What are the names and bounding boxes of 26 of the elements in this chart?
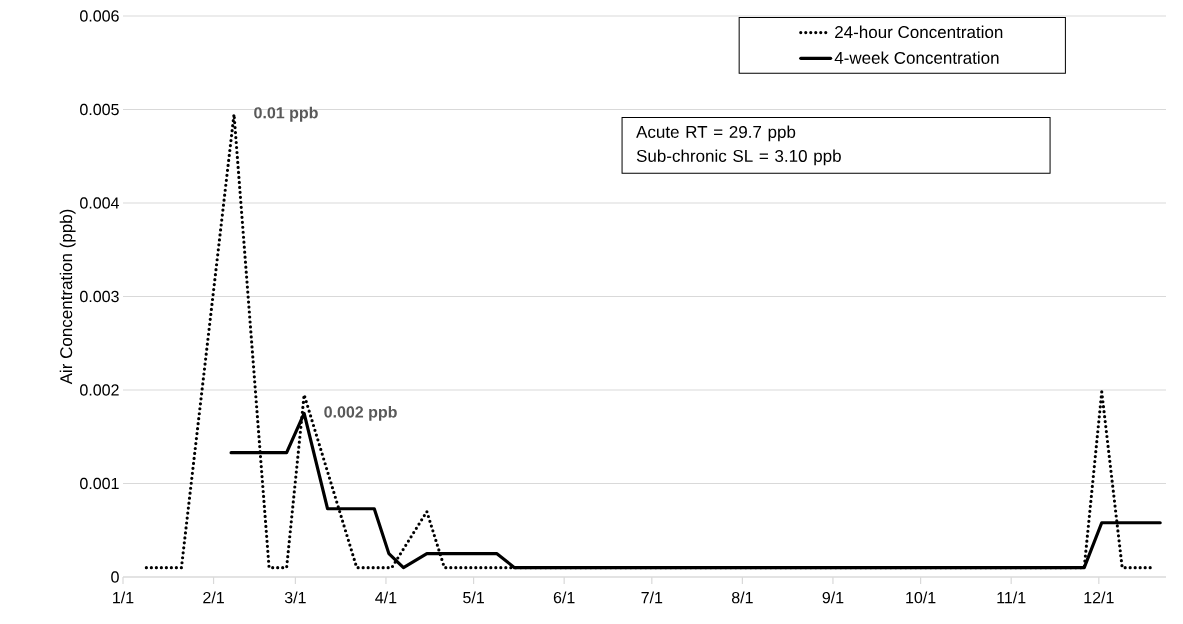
annotation: 0.002 ppb [324, 405, 397, 421]
y-axis-title: Air Concentration (ppb) [59, 209, 76, 385]
x-tick-label: 3/1 [284, 591, 306, 604]
x-tick-label: 11/1 [997, 591, 1026, 604]
y-tick-label: 0.003 [80, 290, 119, 303]
x-tick-label: 10/1 [906, 591, 936, 604]
y-tick-label: 0.005 [80, 103, 119, 116]
x-tick-label: 6/1 [553, 591, 575, 604]
y-tick-label: 0.006 [80, 10, 119, 22]
y-tick-label: 0.004 [80, 197, 119, 209]
x-tick-label: 5/1 [463, 591, 484, 604]
x-tick-label: 7/1 [641, 591, 663, 604]
legend-label: 24-hour Concentration [835, 25, 1003, 39]
x-tick-label: 8/1 [731, 591, 753, 604]
legend-label: 4-week Concentration [834, 51, 999, 64]
x-tick-label: 9/1 [822, 591, 844, 604]
y-tick-label: 0.002 [80, 384, 119, 396]
annotation: Acute RT = 29.7 ppb [636, 125, 796, 142]
x-tick-label: 2/1 [203, 591, 224, 604]
annotation: Sub-chronic SL = 3.10 ppb [636, 149, 841, 166]
annotation: 0.01 ppb [254, 106, 318, 122]
x-tick-label: 12/1 [1084, 591, 1114, 604]
x-tick-label: 4/1 [375, 591, 397, 604]
y-tick-label: 0 [111, 571, 119, 583]
x-tick-label: 1/1 [113, 591, 134, 604]
y-tick-label: 0.001 [80, 477, 119, 490]
